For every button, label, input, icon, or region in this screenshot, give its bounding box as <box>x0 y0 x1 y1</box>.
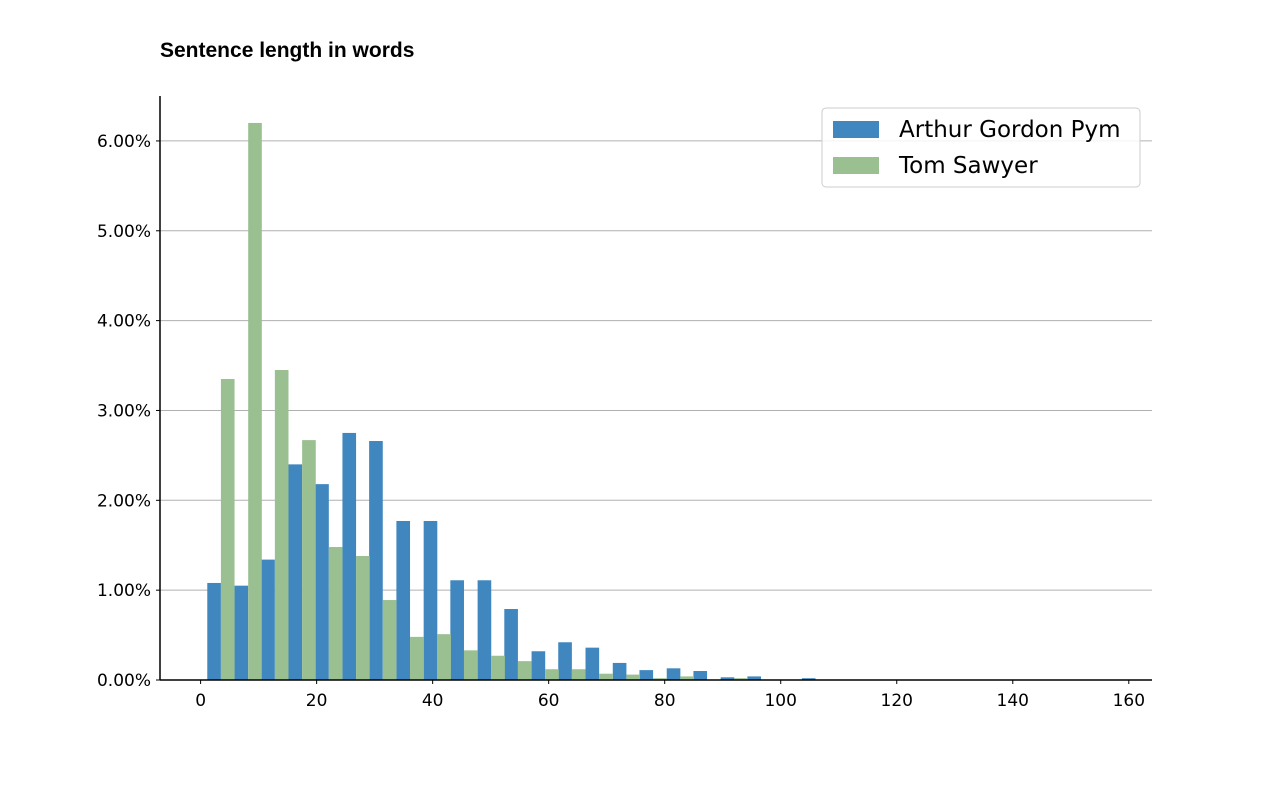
bar-arthur-gordon-pym <box>612 662 627 680</box>
bar-arthur-gordon-pym <box>450 580 464 680</box>
y-tick-label: 1.00% <box>97 581 151 601</box>
bar-arthur-gordon-pym <box>288 464 303 680</box>
bar-tom-sawyer <box>437 634 451 680</box>
bar-arthur-gordon-pym <box>261 559 275 680</box>
legend-label-arthur-gordon-pym: Arthur Gordon Pym <box>899 117 1121 143</box>
bar-arthur-gordon-pym <box>639 670 654 680</box>
x-tick-label: 60 <box>538 691 560 711</box>
x-tick-label: 100 <box>764 691 796 711</box>
bar-arthur-gordon-pym <box>342 432 357 680</box>
y-tick-label: 0.00% <box>97 671 151 691</box>
x-tick-label: 140 <box>997 691 1029 711</box>
bar-arthur-gordon-pym <box>396 520 411 680</box>
x-tick-label: 160 <box>1113 691 1145 711</box>
bar-tom-sawyer <box>356 556 370 680</box>
y-tick-label: 4.00% <box>97 312 151 332</box>
bar-tom-sawyer <box>517 661 532 680</box>
bar-arthur-gordon-pym <box>207 582 221 680</box>
legend: Arthur Gordon Pym Tom Sawyer <box>821 107 1141 188</box>
bar-tom-sawyer <box>248 122 262 680</box>
bar-tom-sawyer <box>626 674 641 680</box>
bar-tom-sawyer <box>734 678 748 680</box>
tick-labels: 0 20 40 60 80 100 120 140 160 0.00% 1.00% 2.00% 3.00… <box>97 132 1145 711</box>
bar-arthur-gordon-pym <box>666 668 681 680</box>
bar-tom-sawyer <box>599 673 613 680</box>
bar-arthur-gordon-pym <box>693 671 708 680</box>
bar-tom-sawyer <box>302 440 316 680</box>
bar-arthur-gordon-pym <box>234 585 249 680</box>
bars <box>207 122 816 680</box>
y-tick-label: 6.00% <box>97 132 151 152</box>
bar-arthur-gordon-pym <box>558 642 572 680</box>
x-tick-label: 80 <box>654 691 676 711</box>
bar-tom-sawyer <box>491 655 505 680</box>
bar-arthur-gordon-pym <box>477 580 492 680</box>
bar-tom-sawyer <box>410 636 424 680</box>
y-tick-label: 5.00% <box>97 222 151 242</box>
legend-swatch-arthur-gordon-pym <box>833 121 879 138</box>
bar-arthur-gordon-pym <box>531 651 546 680</box>
bar-arthur-gordon-pym <box>423 520 438 680</box>
bar-arthur-gordon-pym <box>369 441 383 680</box>
bar-tom-sawyer <box>328 547 343 680</box>
legend-label-tom-sawyer: Tom Sawyer <box>898 153 1038 179</box>
bar-tom-sawyer <box>274 370 289 680</box>
bar-tom-sawyer <box>653 678 667 680</box>
x-tick-label: 40 <box>422 691 444 711</box>
chart-title: Sentence length in words <box>160 39 414 62</box>
bar-arthur-gordon-pym <box>801 678 816 680</box>
bar-arthur-gordon-pym <box>747 676 762 680</box>
bar-arthur-gordon-pym <box>504 609 518 680</box>
bar-tom-sawyer <box>680 676 694 680</box>
bar-tom-sawyer <box>545 669 559 680</box>
bar-arthur-gordon-pym <box>315 484 329 680</box>
y-tick-label: 3.00% <box>97 401 151 421</box>
y-tick-label: 2.00% <box>97 491 151 511</box>
bar-arthur-gordon-pym <box>585 647 600 680</box>
bar-tom-sawyer <box>220 379 235 680</box>
x-tick-label: 20 <box>306 691 328 711</box>
x-tick-label: 0 <box>195 691 206 711</box>
x-tick-label: 120 <box>881 691 913 711</box>
bar-arthur-gordon-pym <box>720 677 735 680</box>
bar-tom-sawyer <box>382 600 397 680</box>
axes <box>156 96 1152 684</box>
bar-tom-sawyer <box>463 650 478 680</box>
bar-tom-sawyer <box>571 669 586 680</box>
legend-swatch-tom-sawyer <box>833 157 879 174</box>
legend-box <box>821 107 1141 188</box>
